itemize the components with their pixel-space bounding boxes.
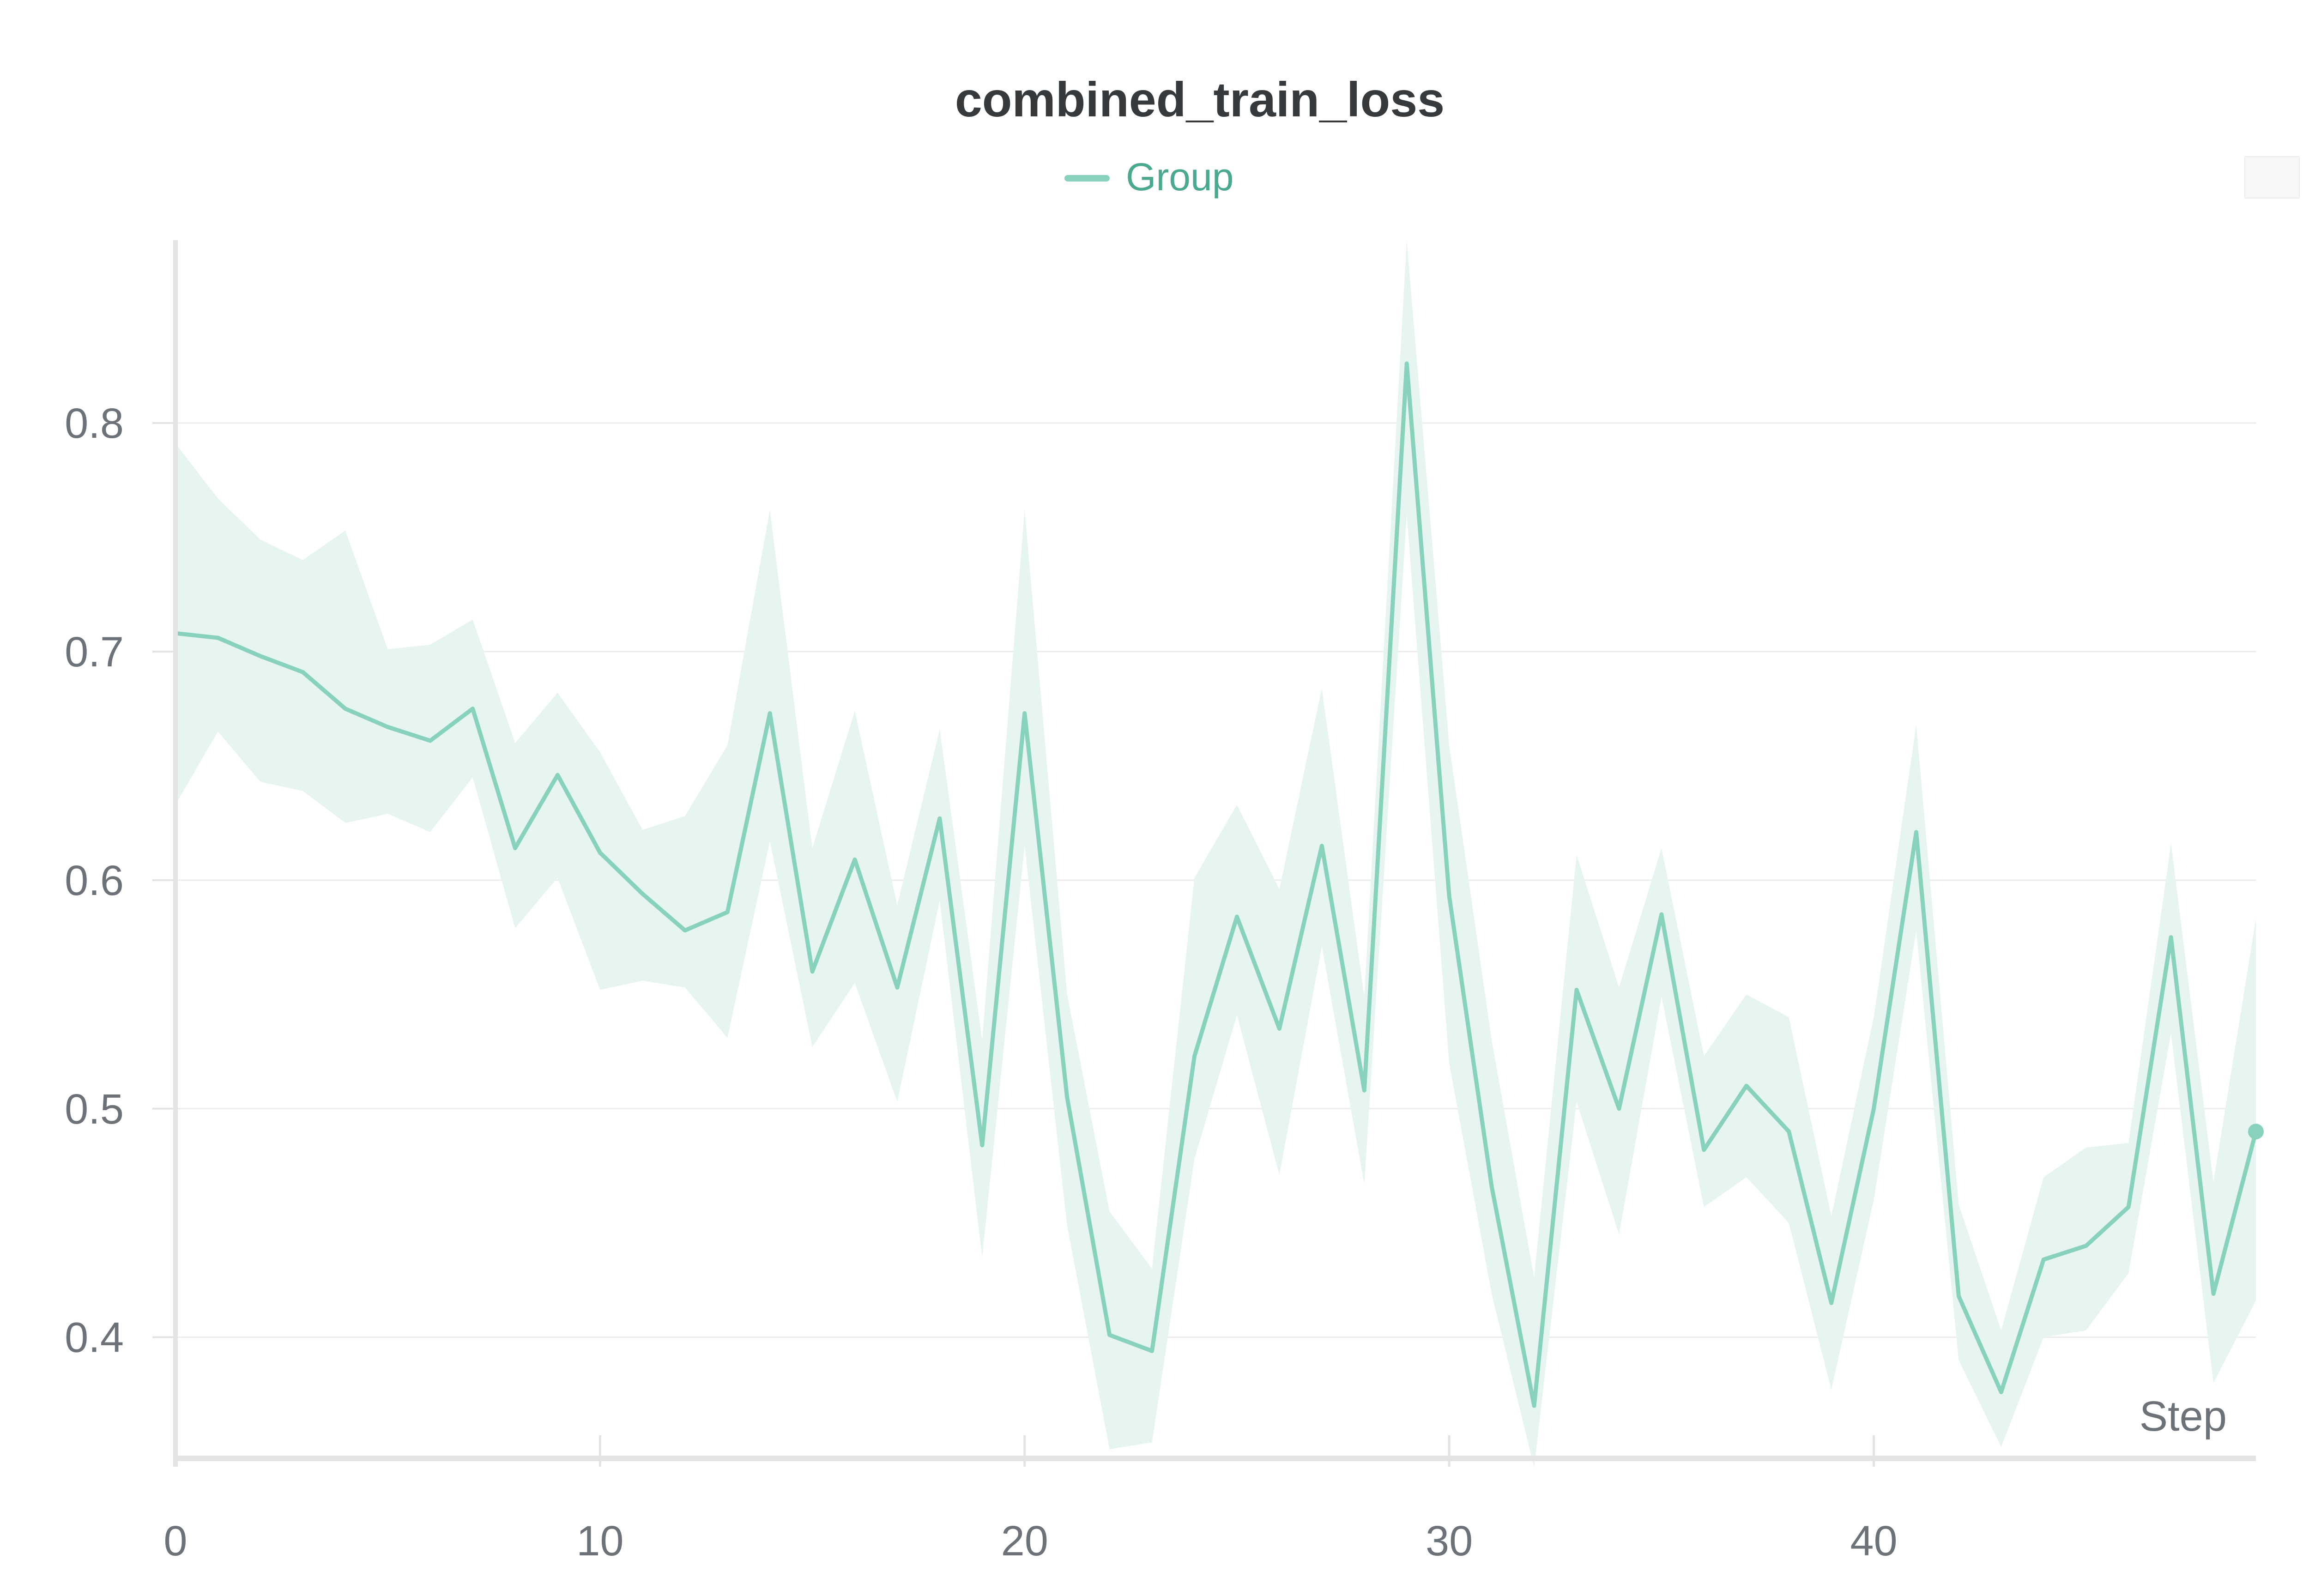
x-axis-label: Step bbox=[2140, 1393, 2227, 1440]
y-tick-label: 0.7 bbox=[65, 629, 124, 676]
x-tick-label: 30 bbox=[1426, 1517, 1473, 1565]
x-tick-label: 10 bbox=[576, 1517, 623, 1565]
x-tick-label: 40 bbox=[1850, 1517, 1897, 1565]
panel-menu-button[interactable] bbox=[2244, 156, 2300, 199]
legend-label: Group bbox=[1126, 155, 1233, 199]
legend: Group bbox=[1064, 155, 1233, 199]
x-tick-label: 20 bbox=[1001, 1517, 1048, 1565]
chart-title: combined_train_loss bbox=[955, 73, 1445, 127]
y-tick-label: 0.4 bbox=[65, 1314, 124, 1361]
y-tick-label: 0.8 bbox=[65, 400, 124, 447]
y-tick-label: 0.6 bbox=[65, 857, 124, 904]
y-tick-label: 0.5 bbox=[65, 1086, 124, 1133]
tick-labels: 0.4 0.5 0.6 0.7 0.8 0 10 20 30 40 bbox=[65, 400, 1898, 1565]
series-end-point bbox=[2248, 1124, 2264, 1140]
series-band bbox=[175, 240, 2256, 1468]
x-tick-label: 0 bbox=[163, 1517, 187, 1565]
grid bbox=[175, 422, 2256, 1338]
series-line bbox=[173, 361, 2258, 1408]
min-max-band bbox=[175, 240, 2256, 1468]
series-lines bbox=[173, 361, 2264, 1408]
axes bbox=[152, 240, 2256, 1467]
